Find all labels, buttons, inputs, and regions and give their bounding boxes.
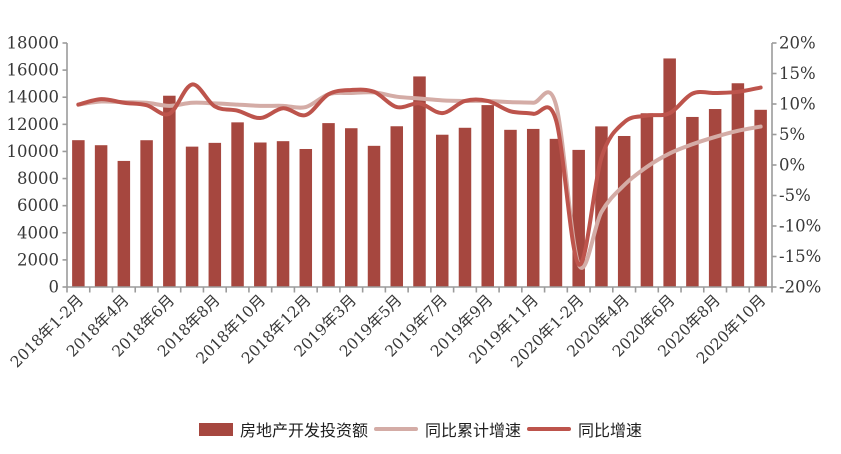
bars-investment — [72, 58, 767, 288]
left-axis-tick-label: 2000 — [17, 250, 59, 269]
legend-item-investment: 房地产开发投资额 — [198, 417, 368, 441]
bar-2018年1-2月 — [72, 140, 85, 287]
yoy-line-swatch — [527, 427, 571, 431]
right-axis-tick-label: -20% — [779, 278, 821, 297]
legend-label-cumulative-growth: 同比累计增速 — [424, 421, 521, 440]
bar-2018年11月 — [276, 141, 290, 287]
left-axis-tick-label: 14000 — [7, 88, 60, 107]
bar-2019年3月 — [345, 128, 358, 287]
bar-2018年7月 — [185, 146, 199, 287]
cumulative-line-swatch — [373, 427, 418, 431]
bar-2020年7月 — [686, 116, 699, 287]
right-axis-tick-label: 15% — [779, 64, 816, 83]
legend: 房地产开发投资额 同比累计增速 同比增速 — [0, 417, 841, 441]
axes — [62, 42, 777, 293]
legend-item-yoy-growth: 同比增速 — [527, 417, 642, 441]
left-axis-tick-label: 4000 — [17, 223, 59, 242]
bar-2018年10月 — [254, 142, 267, 287]
bar-2020年9月 — [731, 83, 745, 287]
right-axis-tick-label: -5% — [779, 186, 811, 205]
bar-2019年9月 — [481, 105, 494, 287]
bar-2018年12月 — [299, 148, 313, 287]
left-axis-tick-label: 6000 — [17, 196, 59, 215]
bar-2018年3月 — [94, 145, 108, 287]
cumulative-growth-line — [76, 90, 763, 270]
bar-2020年5月 — [640, 113, 654, 287]
bar-2020年6月 — [663, 58, 676, 288]
line-series — [76, 82, 763, 270]
right-axis-tick-label: 10% — [779, 95, 816, 114]
chart-canvas: 0 2000 4000 6000 8000 10000 12000 14000 16000 180… — [7, 34, 822, 372]
bar-2018年8月 — [208, 142, 222, 287]
bar-2020年10月 — [754, 109, 767, 287]
left-axis-tick-label: 10000 — [7, 142, 60, 161]
bar-2019年1-2月 — [322, 123, 335, 287]
bar-2019年10月 — [504, 129, 517, 287]
right-axis-tick-label: -15% — [779, 247, 821, 266]
bar-2019年11月 — [526, 128, 540, 287]
legend-label-investment: 房地产开发投资额 — [239, 421, 368, 440]
left-axis-tick-label: 16000 — [7, 61, 60, 80]
yoy-growth-line — [76, 82, 763, 267]
bar-2018年6月 — [163, 95, 176, 287]
bar-2019年7月 — [435, 134, 449, 287]
left-axis-tick-label: 12000 — [7, 115, 60, 134]
right-axis-tick-label: -10% — [779, 217, 821, 236]
bar-2019年6月 — [413, 76, 426, 288]
bar-2019年12月 — [549, 138, 563, 287]
legend-label-yoy-growth: 同比增速 — [578, 421, 643, 440]
bar-2019年5月 — [390, 126, 404, 287]
bar-2020年4月 — [617, 135, 631, 287]
right-axis-tick-label: 5% — [779, 125, 805, 144]
bar-2018年5月 — [140, 140, 153, 287]
bar-2018年9月 — [231, 122, 244, 287]
left-axis-tick-label: 8000 — [17, 169, 59, 188]
left-axis-tick-label: 18000 — [7, 34, 60, 53]
left-axis-tick-label: 0 — [49, 278, 60, 297]
right-axis-tick-label: 0% — [779, 156, 805, 175]
legend-item-cumulative-growth: 同比累计增速 — [373, 417, 521, 441]
bar-2018年4月 — [117, 160, 131, 287]
bar-2019年8月 — [458, 127, 472, 287]
bar-series-swatch — [198, 422, 233, 436]
bar-2019年4月 — [367, 145, 381, 287]
bar-2020年8月 — [708, 109, 722, 287]
right-axis-tick-label: 20% — [779, 34, 816, 53]
